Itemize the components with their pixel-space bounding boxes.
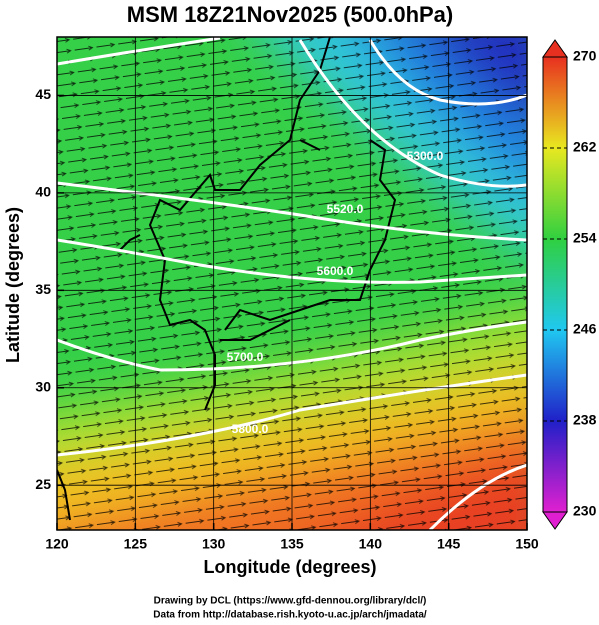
colorbar-tick-label: 238 — [573, 412, 597, 428]
y-tick-label: 35 — [35, 281, 51, 297]
title: MSM 18Z21Nov2025 (500.0hPa) — [127, 2, 454, 27]
y-tick-label: 25 — [35, 476, 51, 492]
x-tick-label: 150 — [515, 536, 539, 552]
contour-label: 5700.0 — [227, 350, 264, 364]
contour-label: 5300.0 — [407, 149, 444, 163]
y-axis-label: Latitude (degrees) — [3, 207, 23, 363]
x-tick-label: 145 — [437, 536, 461, 552]
y-tick-label: 40 — [35, 184, 51, 200]
colorbar — [542, 56, 568, 513]
x-tick-label: 125 — [124, 536, 148, 552]
y-tick-label: 30 — [35, 378, 51, 394]
colorbar-tick-label: 246 — [573, 321, 597, 337]
x-axis-label: Longitude (degrees) — [203, 557, 376, 577]
y-tick-label: 45 — [35, 86, 51, 102]
contour-label: 5800.0 — [232, 422, 269, 436]
temperature-field — [57, 37, 527, 530]
contour-label: 5600.0 — [317, 264, 354, 278]
colorbar-tick-label: 270 — [573, 48, 597, 64]
contour-label: 5520.0 — [327, 202, 364, 216]
colorbar-over — [542, 39, 568, 58]
x-tick-label: 140 — [359, 536, 383, 552]
credit: Drawing by DCL (https://www.gfd-dennou.o… — [154, 596, 427, 607]
x-tick-label: 130 — [202, 536, 226, 552]
colorbar-under — [542, 511, 568, 530]
credit: Data from http://database.rish.kyoto-u.a… — [153, 610, 427, 621]
colorbar-tick-label: 230 — [573, 503, 597, 519]
colorbar-tick-label: 254 — [573, 230, 597, 246]
colorbar-tick-label: 262 — [573, 139, 597, 155]
x-tick-label: 120 — [45, 536, 69, 552]
x-tick-label: 135 — [280, 536, 304, 552]
